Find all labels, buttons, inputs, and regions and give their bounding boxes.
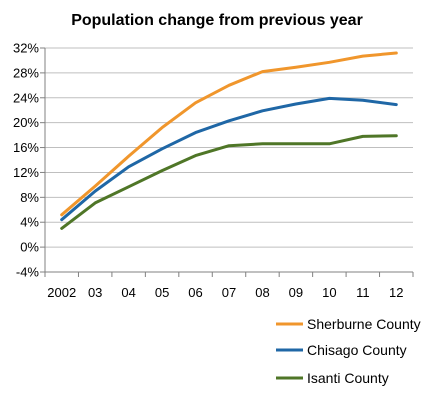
legend-label-isanti-county: Isanti County <box>307 370 389 386</box>
y-tick-label: 8% <box>20 190 39 205</box>
axes <box>40 47 414 277</box>
y-tick-label: 28% <box>13 65 39 80</box>
y-tick-label: 12% <box>13 165 39 180</box>
x-tick-label: 08 <box>255 285 269 300</box>
y-tick-label: -4% <box>16 265 40 280</box>
x-tick-labels: 2002 03 04 05 06 07 08 09 10 11 12 <box>47 285 403 300</box>
chart-title: Population change from previous year <box>71 12 363 29</box>
x-tick-label: 10 <box>322 285 336 300</box>
y-tick-label: 16% <box>13 140 39 155</box>
y-tick-label: 0% <box>20 240 39 255</box>
x-tick-label: 12 <box>389 285 403 300</box>
series-lines <box>60 51 398 230</box>
gridlines <box>45 47 413 248</box>
y-tick-labels: -4% 0% 4% 8% 12% 16% 20% 24% 28% 32% <box>13 41 39 280</box>
x-tick-label: 09 <box>289 285 303 300</box>
legend-label-chisago-county: Chisago County <box>307 342 407 358</box>
x-tick-label: 03 <box>88 285 102 300</box>
x-tick-label: 05 <box>155 285 169 300</box>
series-line-isanti-county <box>60 134 398 230</box>
x-tick-label: 06 <box>188 285 202 300</box>
y-tick-label: 32% <box>13 41 39 56</box>
y-tick-label: 4% <box>20 215 39 230</box>
y-tick-label: 20% <box>13 115 39 130</box>
series-line-chisago-county <box>60 96 398 222</box>
x-tick-label: 11 <box>356 285 370 300</box>
legend: Sherburne County Chisago County Isanti Cou… <box>276 316 421 386</box>
legend-label-sherburne-county: Sherburne County <box>307 316 421 332</box>
x-tick-label: 2002 <box>47 285 76 300</box>
y-tick-label: 24% <box>13 90 39 105</box>
x-tick-label: 07 <box>222 285 236 300</box>
series-line-sherburne-county <box>60 51 398 217</box>
x-tick-label: 04 <box>121 285 135 300</box>
